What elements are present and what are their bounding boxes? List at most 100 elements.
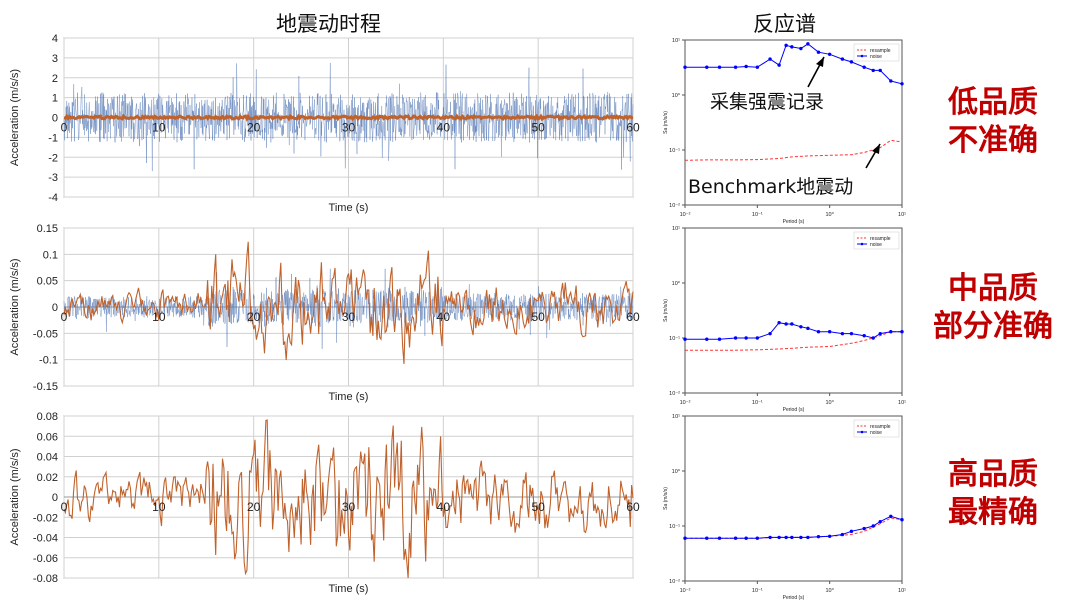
y-tick-label: 10⁻² [669, 203, 680, 209]
quality-mid-line2: 部分准确 [933, 309, 1053, 344]
x-axis-label: Period (s) [783, 407, 805, 413]
x-tick-label: 30 [342, 310, 356, 324]
quality-mid: 中品质 部分准确 [918, 270, 1068, 346]
y-tick-label: 0.08 [37, 411, 58, 423]
y-tick-label: -0.02 [33, 512, 58, 524]
x-tick-label: 10¹ [898, 588, 906, 594]
series-point-noise [717, 536, 722, 540]
series-point-noise [768, 535, 772, 540]
series-point-noise [862, 526, 866, 531]
quality-low-line1: 低品质 [948, 85, 1038, 120]
x-tick-label: 10⁻¹ [752, 212, 763, 218]
series-point-noise [784, 43, 788, 48]
quality-mid-line1: 中品质 [948, 271, 1038, 306]
series-point-noise [806, 535, 810, 540]
legend-box [853, 43, 900, 62]
legend-marker-noise [860, 430, 864, 434]
y-tick-label: 0 [52, 113, 58, 125]
x-tick-label: 50 [531, 500, 545, 514]
x-tick-label: 0 [61, 310, 68, 324]
y-tick-label: -0.15 [33, 381, 58, 393]
x-tick-label: 10 [152, 310, 166, 324]
y-tick-label: 10¹ [672, 226, 680, 232]
series-point-noise [806, 326, 810, 331]
annotation-collected-record: 采集强震记录 [710, 91, 825, 113]
x-tick-label: 40 [437, 500, 451, 514]
series-point-noise [755, 336, 760, 340]
series-point-noise [717, 337, 722, 341]
y-axis-label: Acceleration (m/s/s) [9, 448, 21, 545]
y-tick-label: -1 [48, 132, 58, 144]
series-point-noise [744, 64, 748, 69]
series-point-noise [705, 337, 709, 341]
x-tick-label: 10¹ [898, 212, 906, 218]
y-tick-label: 10¹ [672, 414, 680, 420]
y-tick-label: -0.05 [33, 328, 58, 340]
spectrum-mid-chart: 10⁻² 10⁻¹ 10⁰ 10¹ 10¹ 10⁰ 10⁻¹ 10⁻² Period (s) Sa… [663, 226, 906, 413]
series-point-noise [744, 336, 748, 340]
series-line-resample [684, 139, 903, 161]
annotation-arrowhead-collected [816, 57, 824, 67]
x-tick-label: 10⁻² [680, 588, 691, 594]
legend-box [853, 231, 900, 250]
y-tick-label: 4 [52, 33, 58, 45]
quality-low: 低品质 不准确 [918, 84, 1068, 160]
series-point-noise [790, 322, 794, 326]
series-point-noise [900, 330, 904, 334]
x-tick-label: 30 [342, 500, 356, 514]
series-line-0 [63, 62, 634, 172]
legend-label-resample: resample [870, 48, 891, 54]
y-tick-label: 0.02 [37, 472, 58, 484]
series-line-1 [63, 241, 634, 364]
x-tick-label: 10⁰ [826, 399, 835, 406]
series-point-noise [777, 320, 781, 325]
y-tick-label: -0.1 [39, 355, 58, 367]
series-point-noise [862, 65, 866, 69]
y-tick-label: 10⁰ [672, 280, 681, 287]
y-tick-label: 0.04 [37, 452, 58, 464]
legend-label-noise: noise [870, 242, 882, 248]
quality-high-line1: 高品质 [948, 457, 1038, 492]
y-axis-label: Acceleration (m/s/s) [9, 69, 21, 166]
series-point-noise [840, 57, 845, 61]
y-axis-label: Sa (m/s/s) [663, 299, 669, 322]
y-axis-label: Sa (m/s/s) [663, 487, 669, 510]
series-point-noise [878, 68, 882, 73]
x-tick-label: 30 [342, 121, 356, 135]
y-tick-label: 0 [52, 492, 58, 504]
series-point-noise [705, 536, 709, 540]
x-tick-label: 10⁻¹ [752, 400, 763, 406]
x-tick-label: 10⁻¹ [752, 588, 763, 594]
x-tick-label: 0 [61, 500, 68, 514]
x-axis-label: Period (s) [783, 595, 805, 601]
series-point-noise [733, 65, 738, 69]
plot-area [684, 415, 903, 582]
x-tick-label: 10⁰ [826, 587, 835, 594]
series-point-noise [705, 65, 709, 69]
annotation-arrowhead-benchmark [872, 144, 880, 154]
x-tick-label: 10⁻² [680, 400, 691, 406]
series-point-noise [777, 535, 781, 540]
y-tick-label: 10⁻¹ [669, 524, 680, 530]
series-line-0 [63, 419, 634, 579]
x-axis-label: Time (s) [329, 202, 369, 214]
x-tick-label: 40 [437, 310, 451, 324]
x-axis-label: Time (s) [329, 391, 369, 403]
plot-area [684, 227, 903, 394]
y-tick-label: 2 [52, 73, 58, 85]
series-point-noise [717, 65, 722, 69]
y-tick-label: 0.1 [43, 249, 58, 261]
quality-low-line2: 不准确 [948, 123, 1038, 158]
legend-label-noise: noise [870, 430, 882, 436]
series-point-noise [790, 535, 794, 540]
legend-label-resample: resample [870, 236, 891, 242]
x-axis-label: Period (s) [783, 219, 805, 225]
legend-box [853, 419, 900, 438]
series-point-noise [799, 325, 803, 329]
series-point-noise [849, 331, 854, 336]
series-point-noise [889, 330, 893, 334]
y-tick-label: -0.04 [33, 533, 58, 545]
y-tick-label: 0 [52, 302, 58, 314]
series-point-noise [849, 529, 854, 534]
legend-label-noise: noise [870, 54, 882, 60]
